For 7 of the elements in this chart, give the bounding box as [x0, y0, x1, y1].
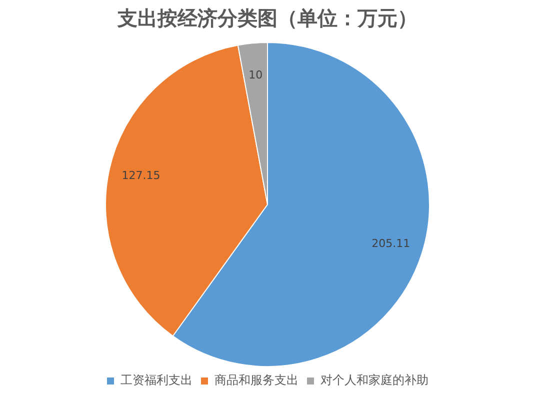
legend-label: 工资福利支出 [120, 373, 192, 388]
legend-label: 商品和服务支出 [214, 373, 298, 388]
legend-label: 对个人和家庭的补助 [320, 373, 428, 388]
chart-title: 支出按经济分类图（单位：万元） [116, 6, 418, 30]
data-label: 205.11 [372, 237, 410, 250]
data-label: 127.15 [122, 169, 160, 182]
data-label: 10 [248, 68, 263, 82]
